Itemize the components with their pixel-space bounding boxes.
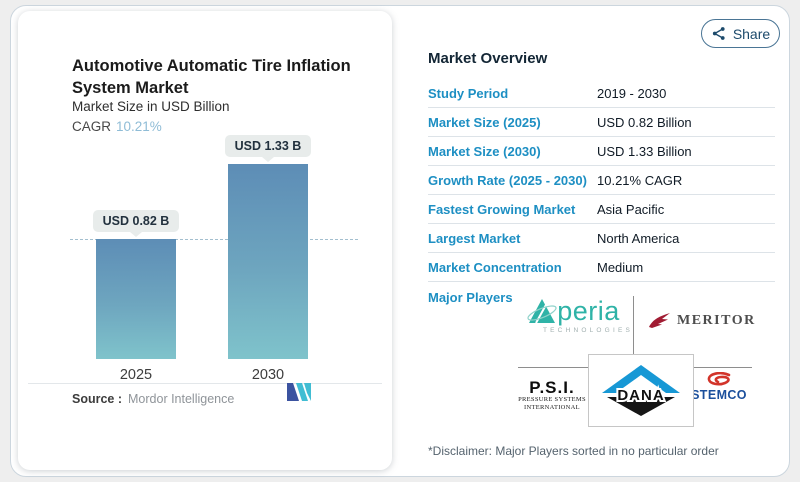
overview-row-label: Market Size (2025) xyxy=(428,114,541,130)
chart-subtitle: Market Size in USD Billion xyxy=(72,99,230,114)
psi-subtitle-line2: INTERNATIONAL xyxy=(524,404,580,411)
overview-row-label: Market Concentration xyxy=(428,259,562,275)
overview-row-value: Medium xyxy=(597,259,644,275)
aperia-subtitle: TECHNOLOGIES xyxy=(542,327,634,334)
mordor-intelligence-logo-icon xyxy=(287,383,311,401)
bar-value-label: USD 1.33 B xyxy=(225,135,311,162)
aperia-logo: peria TECHNOLOGIES xyxy=(518,297,630,334)
meritor-name: MERITOR xyxy=(677,312,756,328)
psi-name: P.S.I. xyxy=(529,378,575,397)
overview-row: Growth Rate (2025 - 2030) 10.21% CAGR xyxy=(428,166,775,195)
players-vertical-divider xyxy=(633,296,634,354)
psi-subtitle-line1: PRESSURE SYSTEMS xyxy=(518,396,586,403)
source-value: Mordor Intelligence xyxy=(128,392,235,406)
cagr-value: 10.21% xyxy=(116,119,162,134)
players-horizontal-divider-right xyxy=(692,367,752,368)
cagr-label: CAGR xyxy=(72,119,112,134)
bar-chart: USD 0.82 B 2025 USD 1.33 B 2030 xyxy=(68,129,360,391)
overview-row-label: Fastest Growing Market xyxy=(428,201,576,217)
overview-row: Market Size (2025) USD 0.82 Billion xyxy=(428,108,775,137)
overview-row-value: 10.21% CAGR xyxy=(597,172,683,188)
chart-panel: Automotive Automatic Tire Inflation Syst… xyxy=(18,11,392,470)
share-icon xyxy=(712,27,725,40)
overview-row-label: Market Size (2030) xyxy=(428,143,541,159)
cagr-line: CAGR 10.21% xyxy=(72,119,162,134)
source-label: Source : xyxy=(72,392,123,406)
share-button[interactable]: Share xyxy=(701,19,780,48)
chart-title: Automotive Automatic Tire Inflation Syst… xyxy=(72,55,372,99)
stemco-logo: STEMCO xyxy=(686,372,752,402)
overview-row-label: Largest Market xyxy=(428,230,521,246)
overview-row-value: North America xyxy=(597,230,680,246)
aperia-triangle-icon xyxy=(527,299,557,324)
chart-title-line1: Automotive Automatic Tire Inflation xyxy=(72,57,351,75)
overview-row-label: Growth Rate (2025 - 2030) xyxy=(428,172,587,188)
overview-row-value: USD 0.82 Billion xyxy=(597,114,692,130)
meritor-wing-icon xyxy=(649,313,670,328)
disclaimer-text: *Disclaimer: Major Players sorted in no … xyxy=(428,444,719,458)
bar-value-label: USD 0.82 B xyxy=(93,210,179,237)
overview-row: Fastest Growing Market Asia Pacific xyxy=(428,195,775,224)
share-button-label: Share xyxy=(732,25,771,42)
overview-row-value: USD 1.33 Billion xyxy=(597,143,692,159)
dana-logo: DANA xyxy=(588,354,694,427)
overview-row-value: 2019 - 2030 xyxy=(597,85,667,101)
major-players-label: Major Players xyxy=(428,290,513,305)
bar-2025 xyxy=(96,239,176,359)
overview-row-label: Study Period xyxy=(428,85,509,101)
meritor-logo: MERITOR xyxy=(648,312,756,329)
bar-2030 xyxy=(228,164,308,359)
source-divider xyxy=(28,383,382,384)
overview-row-value: Asia Pacific xyxy=(597,201,665,217)
stemco-name: STEMCO xyxy=(691,388,747,402)
aperia-name: peria xyxy=(557,296,620,326)
overview-row: Largest Market North America xyxy=(428,224,775,253)
stemco-swirl-icon xyxy=(707,372,731,386)
market-overview-table: Study Period 2019 - 2030 Market Size (2025… xyxy=(428,79,775,282)
overview-row: Study Period 2019 - 2030 xyxy=(428,79,775,108)
players-horizontal-divider-left xyxy=(518,367,588,368)
source-row: Source : Mordor Intelligence xyxy=(72,392,234,406)
psi-logo: P.S.I. PRESSURE SYSTEMS INTERNATIONAL xyxy=(514,379,590,412)
reference-dashed-line xyxy=(70,238,358,240)
dana-diamond-icon: DANA xyxy=(602,364,680,416)
overview-row: Market Size (2030) USD 1.33 Billion xyxy=(428,137,775,166)
x-axis-label: 2025 xyxy=(119,367,153,383)
overview-row: Market Concentration Medium xyxy=(428,253,775,282)
chart-title-line2: System Market xyxy=(72,79,189,97)
x-axis-label: 2030 xyxy=(251,367,285,383)
svg-text:DANA: DANA xyxy=(617,387,664,404)
market-overview-heading: Market Overview xyxy=(428,50,548,67)
